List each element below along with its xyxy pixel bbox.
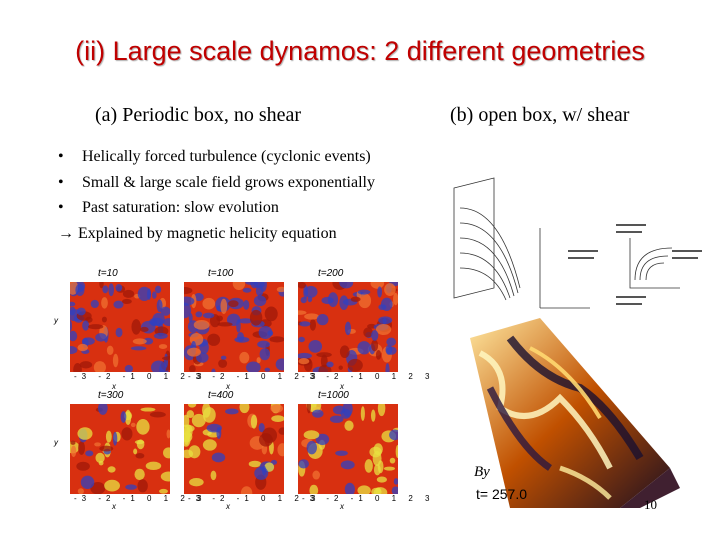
bullet-text: Small & large scale field grows exponent…	[82, 173, 375, 191]
field-map	[298, 404, 398, 494]
time-label: t=200	[318, 268, 344, 279]
field-panel	[298, 404, 398, 494]
annotation-lines	[568, 224, 702, 305]
slide-title: (ii) Large scale dynamos: 2 different ge…	[75, 36, 645, 66]
x-axis-label: x	[340, 502, 344, 511]
bullet-dot: •	[58, 148, 64, 165]
arrow-text: Explained by magnetic helicity equation	[78, 224, 337, 242]
x-axis-label: x	[340, 382, 344, 391]
time-label: t=300	[98, 390, 124, 401]
time-label: t=400	[208, 390, 234, 401]
arrow-icon: →	[58, 224, 74, 242]
x-tick-labels: -3 -2 -1 0 1 2 3	[74, 372, 207, 381]
field-map	[70, 282, 170, 372]
x-axis-label: x	[226, 502, 230, 511]
field-map	[298, 282, 398, 372]
wedge-rendering	[470, 318, 680, 508]
time-label: t=1000	[318, 390, 349, 401]
x-tick-labels: -3 -2 -1 0 1 2 3	[74, 494, 207, 503]
time-label: t=10	[98, 268, 118, 279]
field-panel	[184, 282, 284, 372]
bullet-list: • Helically forced turbulence (cyclonic e…	[58, 144, 375, 246]
bullet-text: Past saturation: slow evolution	[82, 199, 279, 216]
x-axis-label: x	[112, 382, 116, 391]
right-heading: (b) open box, w/ shear	[450, 104, 630, 126]
shear-box-figure: By t= 257.0	[440, 168, 720, 508]
x-axis-label: x	[226, 382, 230, 391]
x-tick-labels: -3 -2 -1 0 1 2 3	[188, 494, 321, 503]
x-tick-labels: -3 -2 -1 0 1 2 3	[302, 494, 435, 503]
shear-time-label: t= 257.0	[476, 486, 527, 502]
bullet-dot: •	[58, 173, 64, 191]
bullet-item: • Past saturation: slow evolution	[58, 195, 375, 221]
arrow-item: → Explained by magnetic helicity equatio…	[58, 221, 375, 247]
field-panel	[184, 404, 284, 494]
x-tick-labels: -3 -2 -1 0 1 2 3	[302, 372, 435, 381]
y-axis-label: y	[54, 438, 58, 447]
page-number: 10	[644, 497, 657, 512]
periodic-box-figure: t=10 t=100 t=200 t=300 t=400 t=1000 y y …	[54, 268, 429, 511]
bullet-item: • Helically forced turbulence (cyclonic e…	[58, 144, 375, 170]
x-tick-labels: -3 -2 -1 0 1 2 3	[188, 372, 321, 381]
domain-sketch	[453, 177, 680, 309]
field-component-label: By	[474, 464, 490, 480]
field-map	[70, 404, 170, 494]
bullet-text: Helically forced turbulence (cyclonic ev…	[82, 148, 371, 165]
field-map	[184, 404, 284, 494]
field-map	[184, 282, 284, 372]
time-label: t=100	[208, 268, 234, 279]
shear-box-drawing	[453, 177, 702, 508]
x-axis-label: x	[112, 502, 116, 511]
y-axis-label: y	[54, 316, 58, 325]
left-heading: (a) Periodic box, no shear	[95, 104, 302, 126]
bullet-item: • Small & large scale field grows exponen…	[58, 170, 375, 196]
bullet-dot: •	[58, 199, 64, 216]
field-panel	[70, 282, 170, 372]
field-panel	[298, 282, 398, 372]
field-panel	[70, 404, 170, 494]
